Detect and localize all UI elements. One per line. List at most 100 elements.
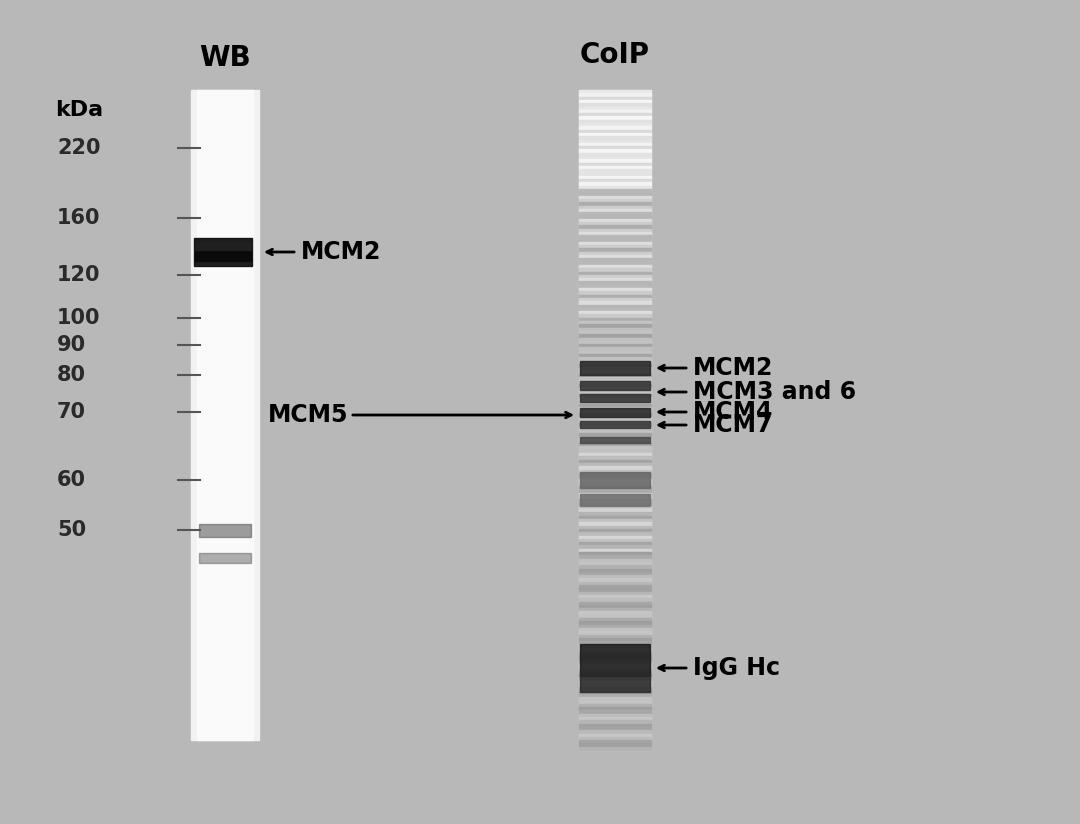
Bar [579,615,651,618]
Bar [579,325,651,328]
Bar [579,384,651,387]
Bar [579,631,651,634]
Bar [579,539,651,542]
Bar [579,265,651,268]
Bar [579,255,651,258]
Bar [579,377,651,381]
Bar [579,496,651,499]
Bar [579,364,651,368]
Bar [579,730,651,733]
Bar [197,90,253,740]
Bar [579,251,651,255]
Bar [579,358,651,361]
Bar [579,298,651,302]
Bar [579,723,651,727]
Bar [579,308,651,311]
Bar [579,212,651,215]
Bar [579,549,651,552]
Bar [579,681,651,684]
Bar [579,394,651,397]
Bar [579,545,651,549]
Bar [579,407,651,410]
Bar [579,374,651,377]
Bar [579,400,651,404]
Text: 160: 160 [57,208,100,228]
Bar [579,335,651,338]
Text: 120: 120 [57,265,100,285]
Bar [579,671,651,674]
Bar [580,381,650,390]
Bar [579,625,651,628]
Bar [579,638,651,641]
Bar [579,185,651,189]
Bar [579,562,651,565]
Bar [579,361,651,364]
Bar [579,450,651,453]
Text: 100: 100 [57,308,100,328]
Bar [579,261,651,265]
Bar [579,453,651,456]
Bar [579,248,651,251]
Bar [579,747,651,750]
Bar [579,149,651,152]
Bar [579,238,651,241]
Bar [579,536,651,539]
Bar [579,447,651,450]
Bar [579,126,651,129]
Bar [579,176,651,179]
Bar [194,238,252,266]
Bar [199,523,251,536]
Bar [579,463,651,466]
Bar [579,529,651,532]
Bar [579,440,651,443]
Bar [579,733,651,737]
Bar [579,271,651,274]
Bar [579,179,651,182]
Bar [579,305,651,308]
Bar [579,552,651,555]
Bar [579,241,651,245]
Bar [195,251,251,261]
Bar [579,295,651,298]
Bar [579,483,651,486]
Bar [579,582,651,585]
Bar [579,470,651,473]
Bar [579,427,651,430]
Bar [580,494,650,506]
Bar [579,559,651,562]
Bar [579,595,651,598]
Bar [579,96,651,100]
Bar [579,433,651,437]
Bar [579,397,651,400]
Bar [579,592,651,595]
Text: 80: 80 [57,365,86,385]
Bar [579,727,651,730]
Bar [579,641,651,644]
Bar [579,90,651,750]
Bar [579,166,651,169]
Bar [579,486,651,489]
Bar [579,598,651,602]
Text: MCM7: MCM7 [693,413,773,437]
Bar [579,473,651,476]
Bar [579,106,651,110]
Bar [579,628,651,631]
Bar [580,644,650,676]
Bar [579,519,651,522]
Bar [579,189,651,192]
Bar [579,182,651,185]
Bar [579,677,651,681]
Bar [579,506,651,509]
Text: 70: 70 [57,402,86,422]
Bar [579,651,651,654]
Bar [579,414,651,417]
Bar [580,472,650,488]
Bar [579,288,651,292]
Bar [579,493,651,496]
Bar [579,674,651,677]
Bar [579,737,651,740]
Bar [579,714,651,717]
Bar [579,133,651,136]
Bar [579,565,651,569]
Bar [579,391,651,394]
